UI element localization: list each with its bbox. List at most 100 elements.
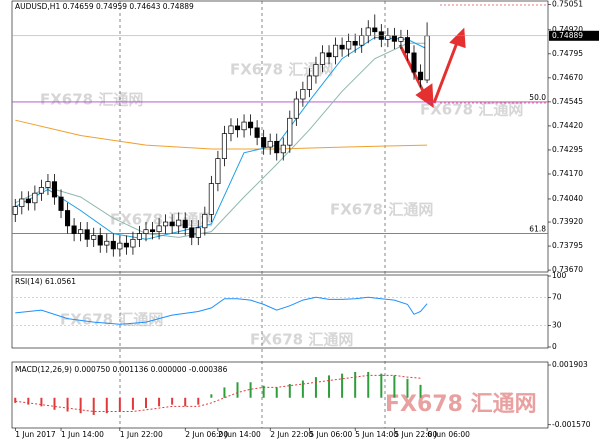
candle-body	[346, 41, 352, 50]
main-frame	[11, 0, 549, 273]
macd-bar	[145, 397, 147, 409]
y-tick-label: 0.74295	[552, 145, 583, 154]
y-tick-label: 30	[552, 321, 562, 330]
candle-body	[326, 52, 332, 58]
macd-bar	[236, 382, 239, 398]
macd-bar	[301, 380, 304, 398]
candle-body	[195, 227, 201, 238]
day-separators	[119, 1, 386, 428]
macd-bar	[223, 387, 226, 398]
x-tick-label: 5 Jun 06:00	[309, 430, 352, 439]
candle-body	[385, 35, 391, 40]
arrowhead	[415, 83, 434, 109]
watermark: FX678 汇通网	[420, 101, 523, 119]
macd-bar	[158, 397, 161, 407]
candle-body	[45, 181, 51, 188]
candle-body	[411, 52, 417, 73]
macd-bar	[314, 377, 317, 398]
candle-body	[25, 198, 31, 204]
y-tick-label: 0.74920	[552, 25, 583, 34]
panel-frames	[11, 0, 549, 429]
y-tick-label: 70	[552, 292, 562, 301]
x-tick-label: 6 Jun 06:00	[427, 430, 470, 439]
macd-frame	[11, 361, 549, 429]
macd-bar	[288, 383, 291, 398]
candle-body	[365, 27, 371, 36]
x-tick-label: 5 Jun 14:00	[355, 430, 398, 439]
macd-bar	[249, 382, 252, 398]
macd-bar	[210, 394, 213, 398]
candle-body	[71, 225, 77, 234]
macd-bar	[131, 397, 134, 410]
fib-level-label: 50.0	[529, 93, 546, 102]
candle-body	[117, 242, 123, 250]
candle-body	[202, 213, 208, 229]
macd-bar	[40, 397, 43, 407]
rsi-line	[15, 296, 428, 325]
y-tick-label: 0.74170	[552, 169, 583, 178]
candle-body	[110, 240, 116, 250]
y-tick-label: 0.74795	[552, 49, 583, 58]
candle-body	[267, 140, 273, 148]
candle-body	[58, 196, 64, 211]
candle-body	[51, 181, 58, 198]
candle-body	[254, 127, 260, 138]
macd-bar	[105, 397, 108, 414]
moving-average	[15, 36, 428, 240]
candle-body	[136, 233, 143, 240]
candle-body	[359, 35, 365, 46]
candle-body	[241, 121, 247, 131]
candle-body	[333, 44, 339, 58]
watermark: FX678 汇通网	[330, 201, 433, 219]
x-tick-label: 2 Jun 14:00	[218, 430, 261, 439]
watermark: FX678 汇通网	[110, 211, 213, 229]
macd-bar	[27, 397, 30, 405]
macd-bar	[53, 397, 56, 410]
fib-level-label: 61.8	[529, 225, 546, 234]
candle-body	[12, 206, 18, 215]
macd-bar	[79, 397, 82, 414]
y-tick-label: 0.001903	[552, 360, 588, 369]
signal-line	[15, 374, 421, 412]
y-tick-label: 0.74420	[552, 121, 583, 130]
y-tick-label: -0.001570	[552, 420, 591, 429]
candle-body	[32, 192, 38, 204]
candle-body	[417, 71, 424, 81]
candle-body	[176, 219, 182, 227]
candle-body	[149, 229, 156, 232]
candle-body	[123, 242, 129, 248]
arrow	[432, 39, 460, 104]
candle-body	[163, 221, 169, 227]
candle-body	[169, 221, 175, 227]
macd-bar	[393, 375, 396, 398]
candle-body	[97, 235, 103, 246]
y-tick-label: 0.73920	[552, 217, 583, 226]
price-tag	[549, 30, 599, 41]
arrowhead	[449, 27, 466, 49]
macd-bar	[419, 384, 422, 398]
candle-body	[91, 235, 97, 240]
y-tick-label: 0.73670	[552, 265, 583, 274]
target-lines	[440, 4, 548, 104]
candle-body	[130, 238, 136, 248]
macd-bar	[184, 397, 187, 407]
x-tick-label: 5 Jun 22:00	[394, 430, 437, 439]
y-tick-label: 0.73795	[552, 241, 583, 250]
macd-bar	[341, 373, 344, 398]
panel-title: MACD(12,26,9) 0.000750 0.001136 0.000000…	[15, 365, 228, 374]
watermarks: FX678 汇通网 FX678 汇通网 FX678 汇通网 FX678 汇通网 …	[40, 61, 537, 418]
candle-body	[372, 27, 378, 33]
macd-bar	[92, 397, 95, 415]
candle-body	[78, 229, 84, 234]
candle-body	[221, 133, 227, 159]
candle-body	[404, 37, 411, 54]
macd-bar	[14, 397, 17, 403]
y-tick-label: 0.75051	[552, 0, 583, 9]
candle-body	[84, 229, 90, 240]
candle-body	[339, 44, 345, 50]
moving-average	[15, 119, 428, 150]
macd-bar	[262, 385, 265, 398]
y-tick-label: 100	[552, 271, 567, 280]
candle-body	[261, 137, 267, 148]
